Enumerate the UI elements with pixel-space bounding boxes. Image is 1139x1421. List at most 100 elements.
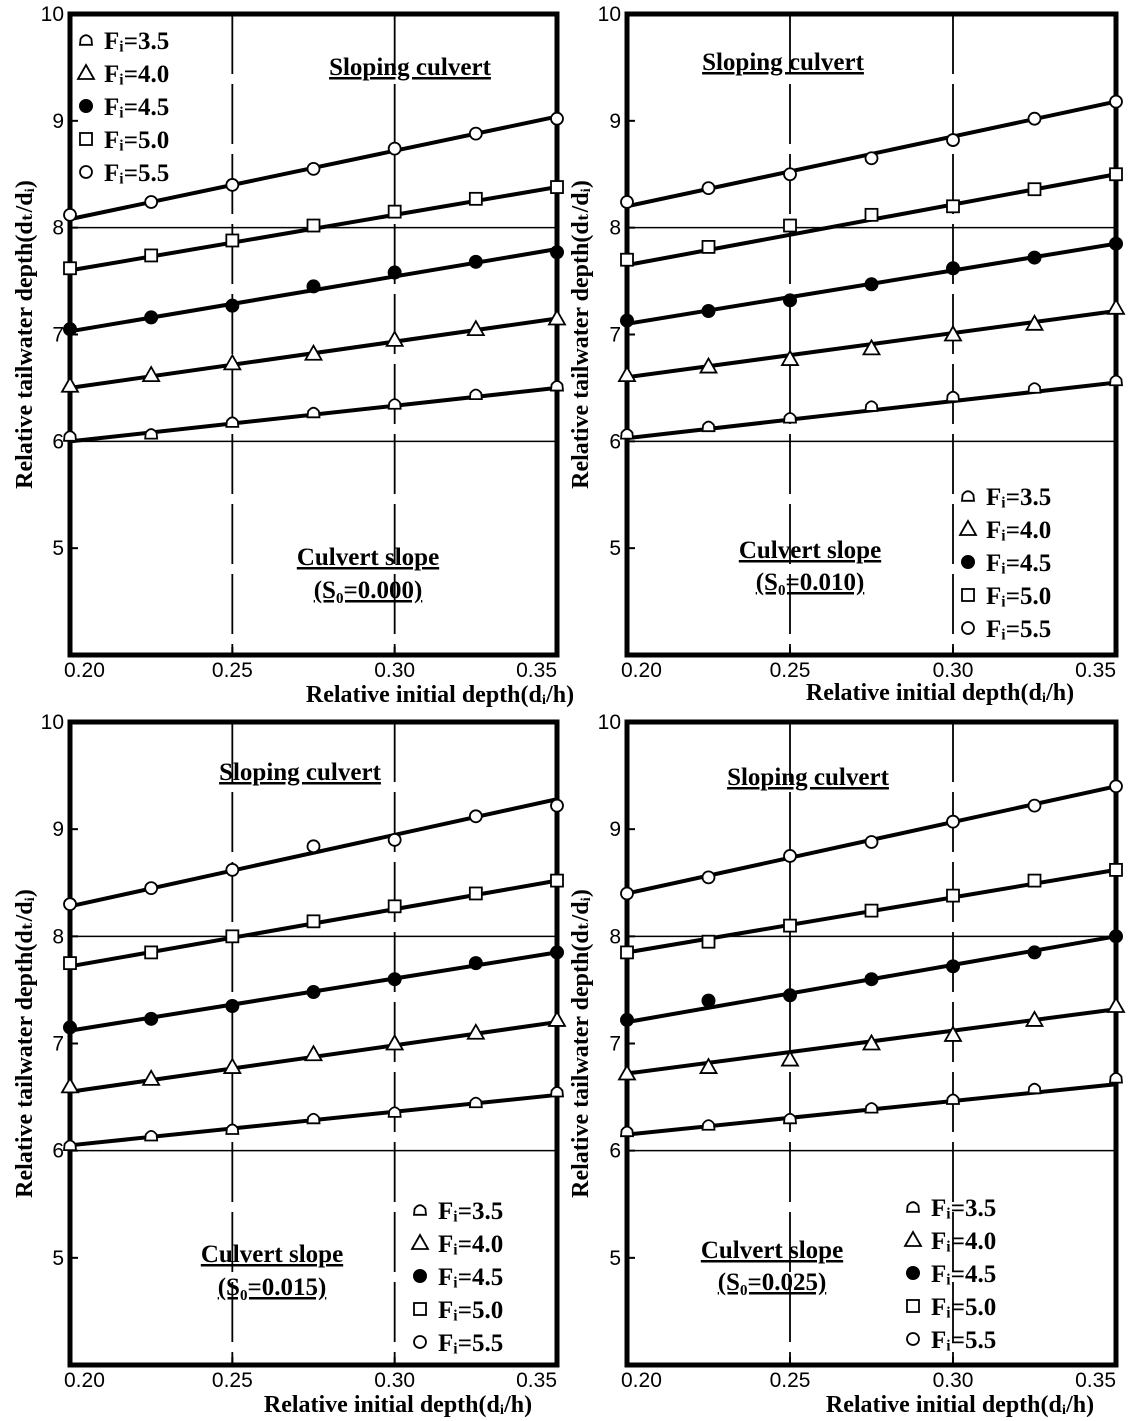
data-point bbox=[225, 178, 240, 192]
data-point bbox=[306, 985, 321, 1000]
data-point bbox=[60, 1076, 80, 1094]
x-tick-label: 0.35 bbox=[516, 1369, 557, 1392]
data-point bbox=[550, 245, 564, 260]
data-point bbox=[387, 265, 402, 280]
legend-marker bbox=[906, 1299, 920, 1313]
data-point bbox=[620, 886, 634, 901]
y-tick-label: 10 bbox=[598, 3, 621, 26]
data-point bbox=[864, 277, 879, 292]
chart-title: Sloping culvert bbox=[219, 759, 381, 786]
x-axis-label: Relative initial depth(dᵢ/h) bbox=[306, 682, 574, 708]
data-point bbox=[303, 343, 324, 361]
data-point bbox=[547, 1010, 567, 1027]
data-point bbox=[701, 993, 716, 1008]
data-point bbox=[63, 1139, 77, 1152]
data-point bbox=[864, 151, 879, 166]
x-tick-label: 0.20 bbox=[64, 659, 105, 682]
data-point bbox=[946, 133, 960, 147]
legend-label: Fᵢ=4.5 bbox=[104, 94, 169, 121]
data-point bbox=[144, 428, 159, 440]
slope-value: (S₀=0.025) bbox=[718, 1269, 827, 1296]
y-tick-label: 6 bbox=[52, 430, 64, 453]
y-tick-label: 10 bbox=[598, 711, 621, 734]
x-tick-label: 0.30 bbox=[933, 659, 974, 682]
data-point bbox=[1027, 250, 1042, 265]
x-tick-label: 0.30 bbox=[374, 659, 415, 682]
data-point bbox=[550, 380, 564, 392]
data-point bbox=[1109, 1072, 1123, 1084]
legend-marker bbox=[410, 1233, 430, 1250]
chart-title: Sloping culvert bbox=[727, 764, 889, 791]
series-5 bbox=[63, 797, 564, 912]
legend-label: Fᵢ=4.0 bbox=[438, 1231, 503, 1258]
y-tick-label: 9 bbox=[52, 110, 64, 133]
data-point bbox=[306, 839, 321, 854]
legend-label: Fᵢ=4.5 bbox=[986, 550, 1051, 577]
data-point bbox=[468, 254, 483, 269]
y-tick-label: 7 bbox=[609, 1033, 621, 1056]
data-point bbox=[1109, 236, 1123, 251]
legend-marker bbox=[413, 1269, 427, 1283]
x-tick-label: 0.20 bbox=[64, 1369, 105, 1392]
data-point bbox=[864, 903, 879, 918]
data-point bbox=[1106, 297, 1126, 315]
data-point bbox=[620, 1012, 634, 1027]
data-point bbox=[387, 1106, 402, 1118]
data-point bbox=[1106, 996, 1126, 1013]
data-point bbox=[225, 862, 240, 877]
data-point bbox=[701, 1119, 716, 1131]
legend-marker bbox=[413, 1204, 427, 1216]
series-3 bbox=[63, 245, 564, 337]
x-tick-label: 0.25 bbox=[770, 1369, 811, 1392]
legend: Fᵢ=3.5 Fᵢ=4.0 Fᵢ=4.5 Fᵢ=5.0 Fᵢ=5.5 bbox=[903, 1195, 996, 1354]
data-point bbox=[620, 1125, 634, 1138]
data-point bbox=[144, 310, 159, 325]
data-point bbox=[468, 1096, 483, 1109]
series-4 bbox=[63, 873, 564, 971]
y-tick-label: 10 bbox=[41, 711, 64, 734]
data-point bbox=[225, 998, 240, 1013]
data-point bbox=[466, 1022, 486, 1040]
data-point bbox=[620, 252, 634, 267]
y-tick-label: 7 bbox=[52, 324, 64, 347]
data-point bbox=[550, 945, 564, 960]
data-point bbox=[468, 809, 483, 824]
y-tick-label: 5 bbox=[609, 1247, 621, 1270]
legend: Fᵢ=3.5 Fᵢ=4.0 Fᵢ=4.5 Fᵢ=5.0 Fᵢ=5.5 bbox=[76, 28, 169, 187]
legend-marker bbox=[958, 519, 978, 536]
data-point bbox=[620, 313, 634, 328]
series-3 bbox=[620, 236, 1123, 328]
data-point bbox=[780, 1049, 800, 1067]
legend-label: Fᵢ=4.0 bbox=[986, 517, 1051, 544]
data-point bbox=[225, 416, 240, 428]
data-point bbox=[141, 1069, 161, 1086]
data-point bbox=[1027, 873, 1042, 888]
legend-marker bbox=[961, 588, 975, 602]
chart-title: Sloping culvert bbox=[702, 49, 864, 76]
series-5 bbox=[620, 94, 1123, 209]
y-tick-label: 8 bbox=[609, 925, 621, 948]
y-tick-label: 8 bbox=[52, 217, 64, 240]
series-2 bbox=[617, 996, 1126, 1081]
data-point bbox=[550, 1086, 564, 1098]
data-point bbox=[780, 349, 800, 366]
series-1 bbox=[620, 1072, 1123, 1138]
data-point bbox=[306, 406, 321, 419]
chart-title: Sloping culvert bbox=[329, 54, 491, 81]
data-point bbox=[385, 330, 405, 347]
slope-value: (S₀=0.015) bbox=[218, 1274, 327, 1301]
data-point bbox=[550, 180, 564, 194]
data-point bbox=[222, 1057, 242, 1074]
slope-label: Culvert slope bbox=[739, 537, 881, 564]
x-tick-label: 0.25 bbox=[212, 1369, 253, 1392]
data-point bbox=[1027, 111, 1042, 126]
data-point bbox=[144, 248, 159, 263]
data-point bbox=[468, 886, 483, 901]
data-point bbox=[946, 1093, 960, 1105]
data-point bbox=[144, 195, 159, 209]
data-point bbox=[387, 204, 402, 219]
data-point bbox=[63, 322, 77, 337]
